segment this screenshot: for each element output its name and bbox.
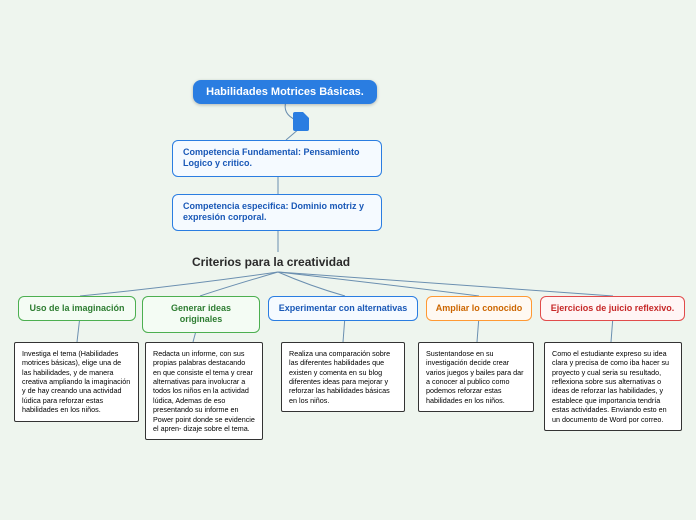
competencia-fundamental-node[interactable]: Competencia Fundamental: Pensamiento Log… <box>172 140 382 177</box>
leaf-ampliar: Sustentandose en su investigación decide… <box>418 342 534 412</box>
category-ampliar[interactable]: Ampliar lo conocido <box>426 296 532 321</box>
leaf-ejercicios: Como el estudiante expreso su idea clara… <box>544 342 682 431</box>
category-experimentar[interactable]: Experimentar con alternativas <box>268 296 418 321</box>
criterios-heading: Criterios para la creatividad <box>192 255 350 269</box>
leaf-generar-ideas: Redacta un informe, con sus propias pala… <box>145 342 263 440</box>
document-icon <box>293 112 309 131</box>
category-generar-ideas[interactable]: Generar ideas originales <box>142 296 260 333</box>
category-uso-imaginacion[interactable]: Uso de la imaginación <box>18 296 136 321</box>
leaf-experimentar: Realiza una comparación sobre las difere… <box>281 342 405 412</box>
competencia-especifica-node[interactable]: Competencia especifica: Dominio motriz y… <box>172 194 382 231</box>
leaf-uso-imaginacion: Investiga el tema (Habilidades motrices … <box>14 342 139 422</box>
mindmap-canvas: Habilidades Motrices Básicas. Competenci… <box>0 0 696 520</box>
root-node[interactable]: Habilidades Motrices Básicas. <box>193 80 377 104</box>
category-ejercicios[interactable]: Ejercicios de juicio reflexivo. <box>540 296 685 321</box>
